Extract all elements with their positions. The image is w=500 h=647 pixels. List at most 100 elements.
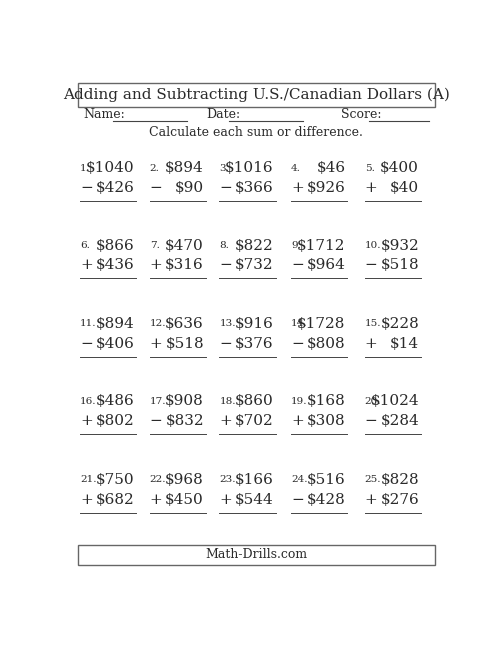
Text: 13.: 13. bbox=[220, 319, 236, 328]
Text: $702: $702 bbox=[235, 414, 274, 428]
Text: −: − bbox=[80, 336, 92, 351]
Text: $428: $428 bbox=[306, 492, 346, 507]
Text: 4.: 4. bbox=[291, 164, 301, 173]
Text: 3.: 3. bbox=[220, 164, 230, 173]
Text: 2.: 2. bbox=[150, 164, 160, 173]
Text: +: + bbox=[220, 414, 232, 428]
Text: $168: $168 bbox=[306, 395, 346, 408]
Text: $968: $968 bbox=[165, 473, 204, 487]
Text: +: + bbox=[365, 181, 378, 195]
Text: −: − bbox=[150, 181, 162, 195]
Text: +: + bbox=[80, 414, 92, 428]
Text: $1728: $1728 bbox=[297, 317, 346, 331]
Text: $316: $316 bbox=[165, 258, 204, 272]
Text: $860: $860 bbox=[235, 395, 274, 408]
Text: +: + bbox=[80, 492, 92, 507]
Text: −: − bbox=[291, 258, 304, 272]
Text: $1712: $1712 bbox=[297, 239, 346, 252]
Text: 15.: 15. bbox=[365, 319, 382, 328]
Text: $802: $802 bbox=[96, 414, 134, 428]
Text: +: + bbox=[150, 336, 162, 351]
Text: $46: $46 bbox=[316, 161, 346, 175]
Text: +: + bbox=[150, 492, 162, 507]
Text: $166: $166 bbox=[235, 473, 274, 487]
Text: Adding and Subtracting U.S./Canadian Dollars (A): Adding and Subtracting U.S./Canadian Dol… bbox=[63, 87, 450, 102]
Text: 16.: 16. bbox=[80, 397, 96, 406]
Text: 24.: 24. bbox=[291, 475, 308, 484]
Text: $682: $682 bbox=[96, 492, 134, 507]
Text: 11.: 11. bbox=[80, 319, 96, 328]
Text: −: − bbox=[365, 258, 378, 272]
Text: $828: $828 bbox=[380, 473, 419, 487]
Text: +: + bbox=[365, 336, 378, 351]
Text: −: − bbox=[365, 414, 378, 428]
Text: 12.: 12. bbox=[150, 319, 166, 328]
Text: 25.: 25. bbox=[365, 475, 382, 484]
Text: 18.: 18. bbox=[220, 397, 236, 406]
Text: 22.: 22. bbox=[150, 475, 166, 484]
Text: $426: $426 bbox=[96, 181, 134, 195]
Text: $400: $400 bbox=[380, 161, 419, 175]
Text: 9.: 9. bbox=[291, 241, 301, 250]
Text: −: − bbox=[150, 414, 162, 428]
Bar bbox=[78, 545, 434, 565]
Text: $516: $516 bbox=[306, 473, 346, 487]
Text: $894: $894 bbox=[96, 317, 134, 331]
Text: 23.: 23. bbox=[220, 475, 236, 484]
Text: −: − bbox=[291, 336, 304, 351]
Text: $932: $932 bbox=[380, 239, 419, 252]
Text: 19.: 19. bbox=[291, 397, 308, 406]
Text: $284: $284 bbox=[380, 414, 419, 428]
Text: $544: $544 bbox=[235, 492, 274, 507]
Text: 6.: 6. bbox=[80, 241, 90, 250]
Text: $276: $276 bbox=[380, 492, 419, 507]
Text: 8.: 8. bbox=[220, 241, 230, 250]
Text: $1024: $1024 bbox=[370, 395, 419, 408]
Text: $964: $964 bbox=[306, 258, 346, 272]
Text: $916: $916 bbox=[235, 317, 274, 331]
Text: $1040: $1040 bbox=[86, 161, 134, 175]
Text: $470: $470 bbox=[165, 239, 204, 252]
Text: −: − bbox=[291, 492, 304, 507]
Text: 10.: 10. bbox=[365, 241, 382, 250]
Text: 17.: 17. bbox=[150, 397, 166, 406]
Bar bbox=[78, 83, 434, 107]
Text: $228: $228 bbox=[380, 317, 419, 331]
Text: Score:: Score: bbox=[342, 109, 382, 122]
Text: Name:: Name: bbox=[84, 109, 126, 122]
Text: $808: $808 bbox=[307, 336, 346, 351]
Text: $40: $40 bbox=[390, 181, 419, 195]
Text: $14: $14 bbox=[390, 336, 419, 351]
Text: +: + bbox=[80, 258, 92, 272]
Text: $732: $732 bbox=[235, 258, 274, 272]
Text: 1.: 1. bbox=[80, 164, 90, 173]
Text: $866: $866 bbox=[96, 239, 134, 252]
Text: $822: $822 bbox=[235, 239, 274, 252]
Text: $376: $376 bbox=[235, 336, 274, 351]
Text: −: − bbox=[220, 181, 232, 195]
Text: +: + bbox=[291, 181, 304, 195]
Text: −: − bbox=[220, 258, 232, 272]
Text: $308: $308 bbox=[307, 414, 346, 428]
Text: $366: $366 bbox=[235, 181, 274, 195]
Text: Math-Drills.com: Math-Drills.com bbox=[205, 549, 308, 562]
Text: 7.: 7. bbox=[150, 241, 160, 250]
Text: $406: $406 bbox=[96, 336, 134, 351]
Text: $90: $90 bbox=[175, 181, 204, 195]
Text: $926: $926 bbox=[306, 181, 346, 195]
Text: $832: $832 bbox=[166, 414, 204, 428]
Text: −: − bbox=[220, 336, 232, 351]
Text: +: + bbox=[365, 492, 378, 507]
Text: $1016: $1016 bbox=[225, 161, 274, 175]
Text: $518: $518 bbox=[380, 258, 419, 272]
Text: 5.: 5. bbox=[365, 164, 374, 173]
Text: +: + bbox=[150, 258, 162, 272]
Text: $894: $894 bbox=[165, 161, 204, 175]
Text: +: + bbox=[291, 414, 304, 428]
Text: $436: $436 bbox=[96, 258, 134, 272]
Text: 20.: 20. bbox=[365, 397, 382, 406]
Text: $636: $636 bbox=[165, 317, 204, 331]
Text: $908: $908 bbox=[165, 395, 204, 408]
Text: $486: $486 bbox=[96, 395, 134, 408]
Text: 14.: 14. bbox=[291, 319, 308, 328]
